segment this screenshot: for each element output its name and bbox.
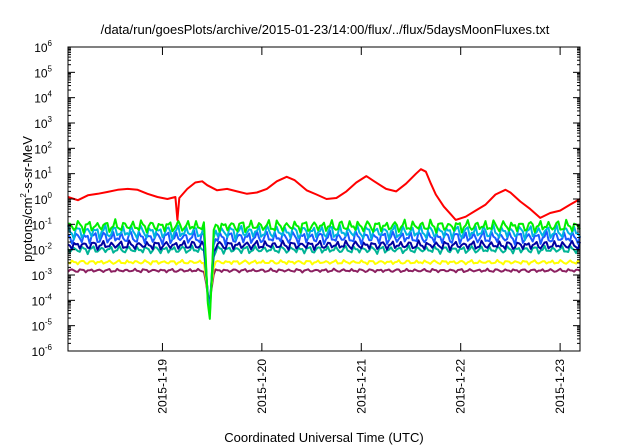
y-tick-label: 105: [34, 64, 52, 80]
x-tick-label: 2015-1-22: [454, 359, 468, 414]
series-line: [67, 258, 581, 302]
chart-title: /data/run/goesPlots/archive/2015-01-23/1…: [101, 22, 550, 37]
y-axis-label-main: protons/cm: [20, 198, 35, 262]
series-line: [67, 168, 581, 221]
y-tick-label: 101: [34, 166, 52, 182]
y-tick-label: 10-4: [32, 292, 53, 308]
y-tick-label: 10-1: [32, 216, 53, 232]
y-axis-label-rest: -s-sr-MeV: [20, 136, 35, 193]
y-tick-label: 100: [34, 191, 52, 207]
y-tick-label: 102: [34, 140, 52, 156]
y-tick-label: 10-6: [32, 343, 53, 359]
y-tick-label: 106: [34, 39, 52, 55]
x-tick-label: 2015-1-19: [155, 359, 169, 414]
y-tick-label: 10-5: [32, 318, 53, 334]
x-axis-label: Coordinated Universal Time (UTC): [224, 430, 423, 445]
x-tick-label: 2015-1-21: [354, 359, 368, 414]
x-tick-label: 2015-1-20: [255, 359, 269, 414]
y-axis-label-superscript: 2: [19, 193, 28, 198]
series-line: [67, 222, 581, 316]
plot-frame: [67, 46, 581, 352]
y-axis: 10-6 10-5 10-4 10-3 10-2 10-1 100 101 102 103 104 1…: [32, 39, 580, 359]
y-tick-label: 10-3: [32, 267, 53, 283]
series-line: [67, 229, 581, 310]
x-tick-label: 2015-1-23: [553, 359, 567, 414]
y-tick-label: 104: [34, 90, 52, 106]
series-line: [67, 244, 581, 304]
y-tick-label: 10-2: [32, 242, 53, 258]
series-line: [67, 267, 581, 302]
series-line: [67, 239, 581, 306]
y-axis-label: protons/cm2-s-sr-MeV: [19, 136, 35, 262]
series-line: [67, 218, 581, 320]
plot-series: [67, 168, 581, 320]
y-tick-label: 103: [34, 115, 52, 131]
x-axis: 2015-1-19 2015-1-20 2015-1-21 2015-1-22 2015…: [155, 47, 567, 414]
